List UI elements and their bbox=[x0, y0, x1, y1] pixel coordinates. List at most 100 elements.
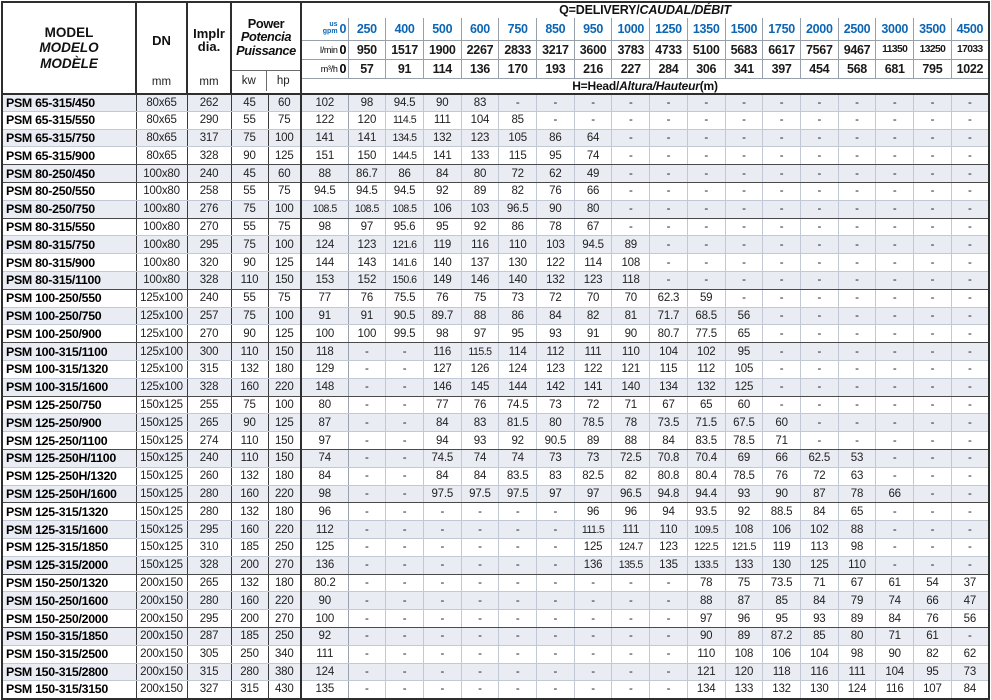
head-value: 62.5 bbox=[800, 449, 839, 468]
spec-value: 75 bbox=[231, 235, 269, 255]
model-name: PSM 150-315/2500 bbox=[2, 645, 137, 664]
head-value: 61 bbox=[875, 574, 915, 593]
head-value: 71.7 bbox=[649, 307, 688, 326]
head-value: 96.5 bbox=[498, 200, 538, 219]
head-value: - bbox=[461, 538, 500, 557]
flow-value: 750 bbox=[498, 18, 538, 41]
spec-value: 310 bbox=[187, 538, 232, 557]
head-value: 74.5 bbox=[498, 396, 538, 415]
head-value: - bbox=[875, 378, 915, 397]
spec-value: 180 bbox=[268, 360, 302, 379]
table-row: PSM 125-250H/1600 150x125 280 160 220 98- -97.… bbox=[2, 485, 989, 504]
head-value: - bbox=[649, 182, 688, 201]
head-value: 93 bbox=[461, 431, 500, 450]
head-value: 77 bbox=[423, 396, 462, 415]
flow-value: 1022 bbox=[951, 59, 989, 79]
head-value: 97 bbox=[301, 431, 349, 450]
head-value: 78.5 bbox=[725, 467, 764, 486]
head-value: 134 bbox=[687, 680, 726, 699]
head-value: - bbox=[951, 431, 989, 450]
spec-value: 328 bbox=[187, 378, 232, 397]
flow-value: 3500 bbox=[913, 18, 952, 41]
head-value: 62 bbox=[536, 164, 575, 183]
head-value: - bbox=[913, 235, 952, 255]
table-row: PSM 150-315/2800 200x150 315 280 380 124- - - - -… bbox=[2, 663, 989, 682]
spec-value: 328 bbox=[187, 556, 232, 575]
model-name: PSM 125-315/1320 bbox=[2, 502, 137, 522]
model-name: PSM 125-250H/1600 bbox=[2, 485, 137, 504]
head-value: - bbox=[762, 111, 801, 130]
delivery-title: Q=DELIVERY/CAUDAL/DÉBIT bbox=[559, 3, 731, 17]
kw-unit: kw bbox=[232, 70, 267, 91]
head-value: - bbox=[498, 627, 538, 646]
table-row: PSM 65-315/900 80x65 328 90 125 151 150 144.5 14… bbox=[2, 146, 989, 166]
head-value: 110 bbox=[838, 556, 877, 575]
head-value: 93 bbox=[800, 609, 839, 628]
spec-value: 270 bbox=[268, 556, 302, 575]
head-value: 122 bbox=[574, 360, 613, 379]
head-value: 136 bbox=[301, 556, 349, 575]
head-value: - bbox=[348, 574, 387, 593]
spec-value: 250 bbox=[268, 538, 302, 557]
table-row: PSM 125-315/2000 150x125 328 200 270 136- - - - -… bbox=[2, 556, 989, 575]
head-value: - bbox=[649, 663, 688, 682]
head-value: 84 bbox=[800, 591, 839, 611]
model-name: PSM 150-315/1850 bbox=[2, 627, 137, 646]
head-value: - bbox=[348, 627, 387, 646]
spec-value: 150 bbox=[268, 342, 302, 361]
head-value: - bbox=[385, 449, 424, 468]
head-value: - bbox=[800, 235, 839, 255]
head-value: 108.5 bbox=[348, 200, 387, 219]
head-value: 60 bbox=[725, 396, 764, 415]
head-value: 149 bbox=[423, 271, 462, 290]
head-value: - bbox=[649, 235, 688, 255]
head-value: - bbox=[461, 663, 500, 682]
head-value: 121 bbox=[611, 360, 651, 379]
spec-value: 200x150 bbox=[136, 627, 188, 646]
spec-value: 75 bbox=[268, 289, 302, 308]
head-value: - bbox=[913, 396, 952, 415]
flow-value: 850 bbox=[536, 18, 575, 41]
head-value: 93.5 bbox=[687, 502, 726, 522]
head-value: 79 bbox=[838, 591, 877, 611]
head-value: 81 bbox=[611, 307, 651, 326]
head-value: 119 bbox=[762, 538, 801, 557]
table-row: PSM 80-315/750 100x80 295 75 100 124 123 121.6 1… bbox=[2, 235, 989, 255]
head-value: - bbox=[461, 591, 500, 611]
spec-value: 180 bbox=[268, 502, 302, 522]
head-value: - bbox=[800, 111, 839, 130]
head-value: - bbox=[649, 574, 688, 593]
head-value: - bbox=[385, 591, 424, 611]
head-value: - bbox=[385, 378, 424, 397]
spec-value: 125x100 bbox=[136, 324, 188, 344]
head-value: 94.5 bbox=[385, 93, 424, 112]
spec-value: 295 bbox=[187, 235, 232, 255]
head-value: - bbox=[913, 324, 952, 344]
head-value: 78 bbox=[536, 218, 575, 237]
head-value: 102 bbox=[301, 93, 349, 112]
head-value: 61 bbox=[913, 627, 952, 646]
head-value: 104 bbox=[649, 342, 688, 361]
head-value: - bbox=[536, 627, 575, 646]
head-value: - bbox=[725, 164, 764, 183]
head-value: - bbox=[348, 502, 387, 522]
head-value: 110 bbox=[687, 645, 726, 664]
head-value: 84 bbox=[963, 683, 977, 696]
head-value: 82 bbox=[574, 307, 613, 326]
spec-value: 315 bbox=[187, 360, 232, 379]
flow-value: 454 bbox=[800, 59, 839, 79]
head-value: - bbox=[951, 307, 989, 326]
head-value: 120 bbox=[725, 663, 764, 682]
flow-value: 91 bbox=[385, 59, 424, 79]
head-value: 95 bbox=[536, 146, 575, 166]
head-value: - bbox=[423, 591, 462, 611]
spec-value: 290 bbox=[187, 111, 232, 130]
head-value: 123 bbox=[574, 271, 613, 290]
head-value: - bbox=[385, 485, 424, 504]
head-value: - bbox=[951, 360, 989, 379]
head-value: 141 bbox=[348, 129, 387, 148]
head-value: - bbox=[725, 129, 764, 148]
head-value: 108.5 bbox=[385, 200, 424, 219]
head-value: 123 bbox=[536, 360, 575, 379]
